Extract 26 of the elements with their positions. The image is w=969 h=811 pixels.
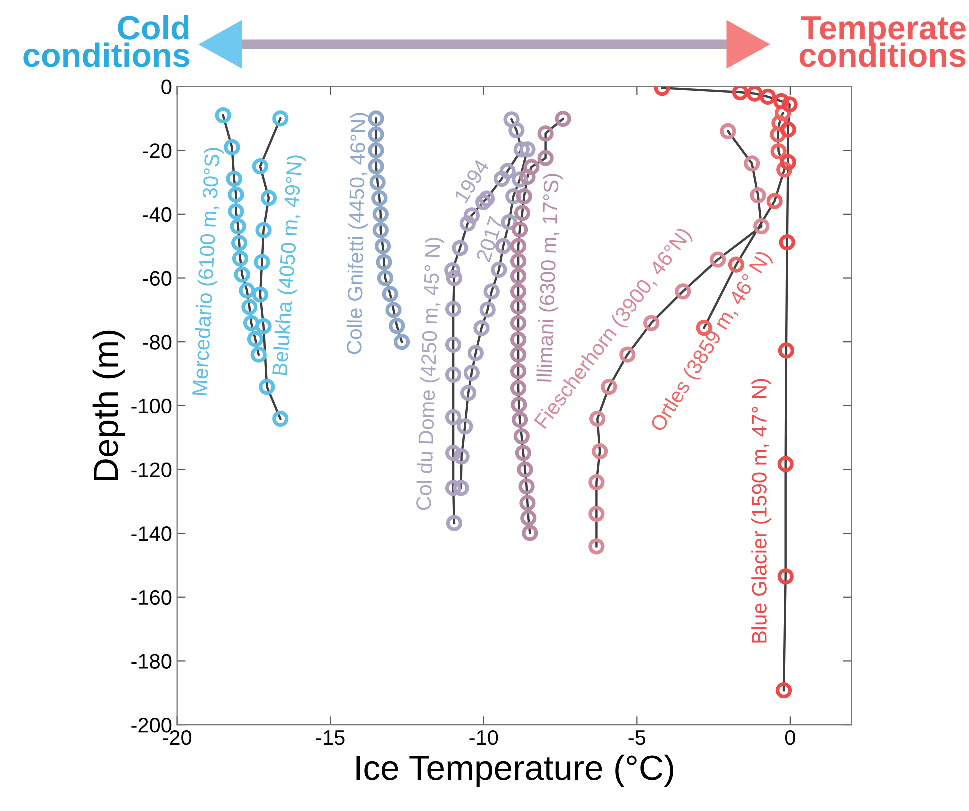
text: 2017 <box>476 216 504 263</box>
x-tick-label: -5 <box>628 730 646 746</box>
y-tick-label: -80 <box>143 335 172 350</box>
y-tick-label: -160 <box>132 590 172 606</box>
y-tick-label: -180 <box>132 654 172 669</box>
y-axis-title: Depth (m) <box>92 330 126 480</box>
y-tick-label: -120 <box>132 462 172 478</box>
y-tick-label: 0 <box>162 80 172 95</box>
text: Blue Glacier (1590 m, 47° N) <box>752 379 772 643</box>
x-tick-label: -10 <box>470 730 498 746</box>
y-tick-label: -100 <box>132 398 172 414</box>
text: Temperate conditions <box>800 16 966 68</box>
text: Colle Gnifetti (4450, 46°N) <box>346 113 370 354</box>
y-tick-label: -200 <box>132 718 172 733</box>
y-tick-label: -140 <box>132 526 172 542</box>
x-tick-label: -15 <box>316 730 345 746</box>
y-tick-label: -40 <box>143 207 172 222</box>
y-tick-label: -20 <box>143 144 172 158</box>
x-tick-label: 0 <box>785 730 796 746</box>
text: Cold conditions <box>24 15 190 68</box>
annotation: Col du Dome (4250 m, 45° N) <box>416 238 445 511</box>
text: Belukha (4050 m, 49°N) <box>272 155 307 376</box>
x-axis-title: Ice Temperature (°C) <box>356 754 674 788</box>
x-tick-label: -20 <box>163 730 192 746</box>
text: Mercedario (6100 m, 30°S) <box>192 148 224 396</box>
y-tick-label: -60 <box>143 271 172 286</box>
